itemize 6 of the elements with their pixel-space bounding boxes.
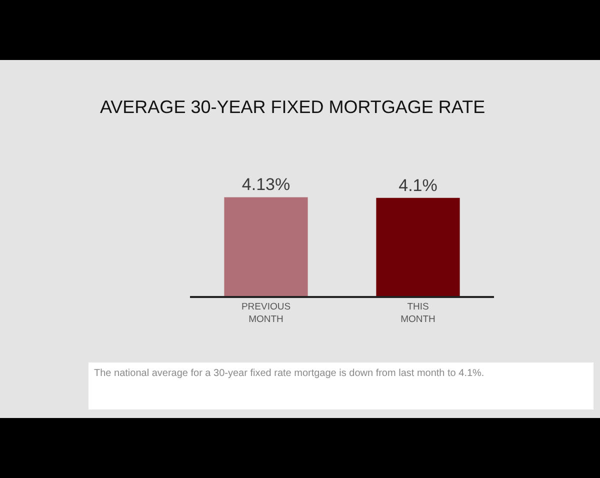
data-label: 4.13% (242, 175, 290, 194)
chart-title: AVERAGE 30-YEAR FIXED MORTGAGE RATE (100, 97, 486, 117)
x-tick-label: PREVIOUS MONTH (241, 301, 291, 325)
data-label: 4.1% (398, 176, 438, 195)
x-tick-label: THIS MONTH (400, 301, 436, 325)
text: The national average for a 30-year fixed rate mortgage is down from last month to 4.1%. (94, 368, 484, 379)
